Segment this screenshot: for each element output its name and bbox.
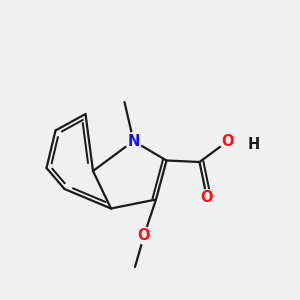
Text: N: N bbox=[127, 134, 140, 148]
Circle shape bbox=[245, 136, 262, 153]
Circle shape bbox=[125, 133, 142, 149]
Text: H: H bbox=[248, 137, 260, 152]
Text: O: O bbox=[138, 228, 150, 243]
Text: O: O bbox=[222, 134, 234, 148]
Circle shape bbox=[220, 133, 236, 149]
Text: O: O bbox=[201, 190, 213, 206]
Circle shape bbox=[136, 227, 152, 244]
Circle shape bbox=[199, 190, 215, 206]
